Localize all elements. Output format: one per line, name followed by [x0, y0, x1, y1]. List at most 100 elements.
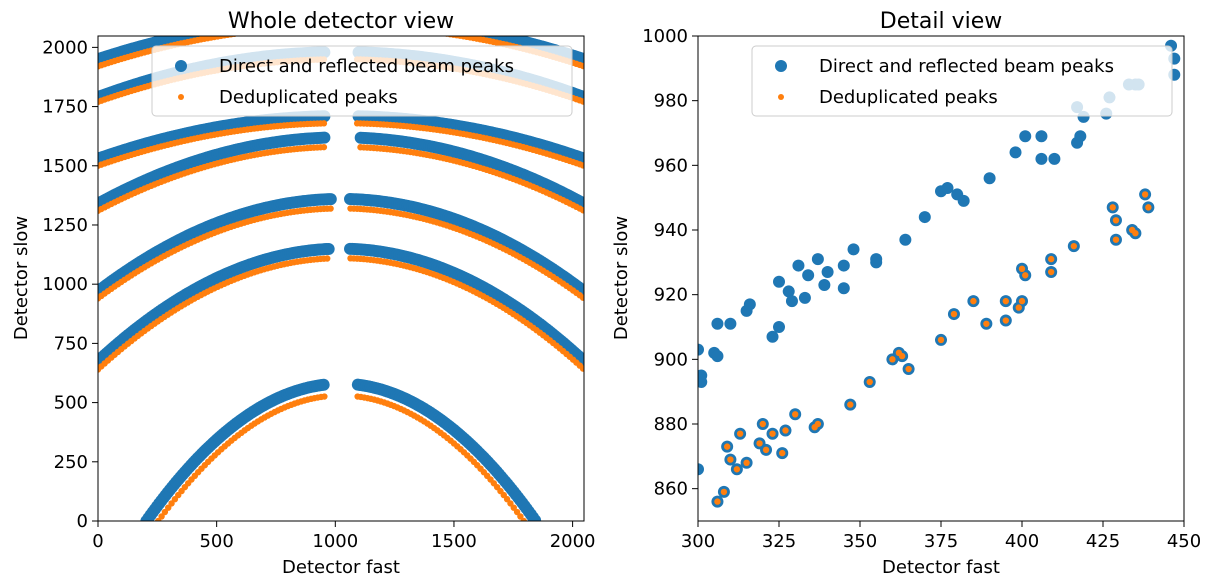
- axes-frame: [97, 35, 585, 522]
- data-point: [579, 207, 584, 214]
- data-point: [579, 62, 584, 70]
- data-point: [1047, 268, 1055, 276]
- data-point: [983, 320, 990, 327]
- y-tick-label: 1750: [42, 97, 88, 118]
- data-point: [714, 498, 721, 505]
- data-point: [899, 233, 912, 246]
- data-point: [762, 446, 770, 454]
- data-point: [957, 194, 970, 207]
- data-point: [792, 259, 805, 272]
- data-point: [759, 420, 766, 428]
- data-point: [698, 463, 704, 476]
- data-point: [579, 294, 584, 301]
- y-tick-label: 2000: [42, 37, 88, 58]
- x-axis: 0 500 1000 1500 2000: [92, 521, 596, 552]
- y-tick-label: 940: [654, 220, 688, 241]
- x-tick-label: 375: [924, 531, 958, 552]
- data-point: [1112, 217, 1120, 224]
- y-axis-label: Detector slow: [611, 216, 632, 340]
- x-tick-label: 425: [1086, 531, 1120, 552]
- data-point: [513, 508, 521, 516]
- data-point: [579, 162, 584, 169]
- data-point: [1002, 317, 1009, 324]
- data-point: [837, 259, 850, 272]
- y-tick-label: 960: [654, 155, 688, 176]
- plot-area: [698, 39, 1181, 508]
- y-tick-label: 860: [654, 479, 688, 500]
- legend-box: [151, 45, 573, 117]
- data-point: [821, 266, 834, 279]
- legend: Direct and reflected beam peaks Deduplic…: [151, 45, 573, 117]
- y-tick-label: 500: [54, 393, 88, 414]
- data-point: [1132, 230, 1139, 237]
- x-tick-label: 300: [681, 531, 715, 552]
- data-point: [802, 269, 815, 282]
- data-point: [510, 504, 517, 511]
- data-point: [743, 298, 756, 311]
- x-tick-label: 2000: [550, 531, 596, 552]
- data-point: [782, 427, 789, 434]
- data-point: [1018, 265, 1026, 272]
- data-point: [517, 513, 524, 520]
- legend-marker-direct: [175, 60, 187, 72]
- data-point: [1019, 130, 1032, 143]
- data-point: [779, 449, 786, 457]
- data-point: [792, 411, 799, 418]
- x-tick-label: 1000: [312, 531, 358, 552]
- data-point: [317, 378, 330, 391]
- y-tick-label: 0: [77, 511, 88, 532]
- x-tick-label: 0: [92, 531, 103, 552]
- data-point: [579, 365, 584, 372]
- data-point: [769, 430, 776, 437]
- data-point: [724, 317, 737, 330]
- data-point: [1009, 146, 1022, 159]
- data-point: [1018, 297, 1026, 305]
- data-point: [898, 352, 906, 360]
- data-point: [320, 120, 328, 127]
- data-point: [837, 282, 850, 295]
- data-point: [322, 242, 335, 255]
- data-point: [1145, 204, 1152, 211]
- data-point: [818, 278, 831, 291]
- data-point: [785, 295, 798, 308]
- data-point: [950, 310, 958, 318]
- data-point: [698, 369, 708, 382]
- legend-label-direct: Direct and reflected beam peaks: [819, 56, 1114, 77]
- data-point: [711, 350, 724, 363]
- data-point: [324, 193, 337, 206]
- y-axis-label: Detector slow: [11, 216, 32, 340]
- y-tick-label: 250: [54, 452, 88, 473]
- x-tick-label: 325: [762, 531, 796, 552]
- data-point: [161, 508, 169, 516]
- chart-title: Detail view: [880, 9, 1002, 34]
- data-point: [318, 131, 331, 144]
- data-point: [1015, 304, 1022, 311]
- data-point: [579, 98, 584, 105]
- data-point: [320, 143, 328, 151]
- data-point: [711, 317, 724, 330]
- y-tick-label: 920: [654, 285, 688, 306]
- y-tick-label: 900: [654, 349, 688, 370]
- y-tick-label: 1250: [42, 215, 88, 236]
- data-point: [782, 285, 795, 298]
- y-axis: 860 880 900 920 940 960 980 1000: [642, 26, 698, 500]
- x-tick-label: 450: [1167, 531, 1201, 552]
- data-point: [1022, 272, 1029, 279]
- legend-box: [751, 45, 1173, 117]
- data-point: [1047, 255, 1055, 263]
- data-point: [941, 181, 954, 194]
- data-point: [1112, 236, 1120, 243]
- data-point: [983, 172, 996, 185]
- data-point: [814, 420, 822, 428]
- legend-marker-direct: [775, 60, 787, 72]
- y-tick-label: 1000: [42, 274, 88, 295]
- whole-detector-panel: Whole detector view 0 500 1000 1500 2000 0 25…: [11, 9, 596, 578]
- chart-title: Whole detector view: [228, 9, 454, 34]
- data-point: [1035, 152, 1048, 165]
- data-point: [720, 488, 728, 496]
- data-point: [866, 378, 873, 386]
- data-point: [773, 321, 785, 333]
- data-point: [766, 330, 779, 343]
- data-point: [918, 211, 931, 224]
